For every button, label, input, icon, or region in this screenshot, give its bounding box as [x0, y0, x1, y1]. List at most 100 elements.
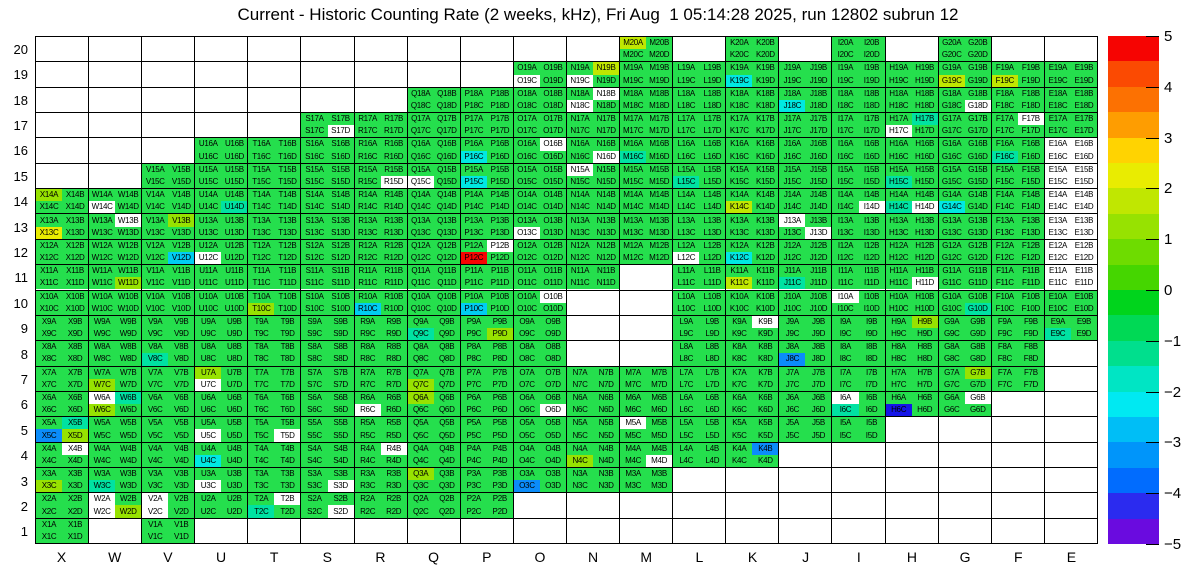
channel-label-N17B: N17B	[596, 114, 616, 124]
channel-label-J10D: J10D	[809, 303, 828, 313]
cell-label-line: I6C I6D	[832, 404, 884, 416]
cell-label-line: S15A S15B	[301, 164, 353, 176]
cell-label-line: J12A J12B	[779, 240, 831, 252]
channel-label-U3D: U3D	[226, 481, 242, 491]
cell-N20	[566, 37, 620, 62]
channel-label-H10D: H10D	[915, 303, 935, 313]
channel-label-U6A: U6A	[200, 392, 216, 402]
channel-label-J17D: J17D	[809, 126, 828, 136]
channel-label-P14A: P14A	[464, 190, 484, 200]
channel-label-T5D: T5D	[280, 430, 295, 440]
quadrant-N17C	[566, 125, 594, 138]
cell-label-line: Q12A Q12B	[408, 240, 460, 252]
cell-label-line: G20A G20B	[939, 37, 991, 49]
colorbar-tickmark-0	[1146, 290, 1159, 291]
channel-label-N11B: N11B	[596, 266, 616, 276]
channel-label-Q16C: Q16C	[410, 151, 431, 161]
cell-T18	[248, 87, 301, 113]
cell-label-line: S12A S12B	[301, 240, 353, 252]
cell-label-line: L8C L8D	[673, 353, 725, 365]
cell-label-line: T5A T5B	[248, 417, 300, 429]
cell-E6	[1044, 391, 1097, 417]
channel-label-M20B: M20B	[649, 38, 670, 48]
quadrant-S16B	[327, 138, 354, 151]
quadrant-R15A	[354, 163, 381, 176]
quadrant-M19C	[620, 74, 647, 87]
channel-label-L5D: L5D	[705, 430, 720, 440]
channel-label-I13C: I13C	[837, 227, 854, 237]
cell-label-line: H16A H16B	[886, 138, 938, 150]
channel-label-J12C: J12C	[783, 253, 802, 263]
channel-label-L9C: L9C	[679, 329, 694, 339]
channel-label-V10D: V10D	[171, 303, 191, 313]
quadrant-N18B	[593, 87, 620, 100]
cell-label-line: S4A S4B	[301, 443, 353, 455]
quadrant-J16C	[779, 150, 806, 163]
channel-label-X10D: X10D	[65, 303, 85, 313]
channel-label-T6C: T6C	[254, 405, 269, 415]
channel-label-L11A: L11A	[677, 266, 695, 276]
quadrant-E19A	[1044, 62, 1071, 75]
quadrant-F14C	[991, 201, 1018, 214]
channel-label-E10C: E10C	[1048, 303, 1068, 313]
cell-N10	[566, 290, 620, 315]
cell-label-line: H11A H11B	[886, 265, 938, 277]
channel-label-R9D: R9D	[386, 329, 402, 339]
quadrant-H19A	[885, 62, 912, 75]
quadrant-M15A	[620, 163, 647, 176]
channel-label-E14B: E14B	[1074, 190, 1094, 200]
quadrant-G15B	[964, 163, 991, 176]
channel-label-X7D: X7D	[67, 379, 83, 389]
channel-label-I19C: I19C	[837, 75, 854, 85]
channel-label-S16C: S16C	[305, 151, 324, 161]
channel-label-M12A: M12A	[623, 240, 643, 250]
cell-F4	[991, 442, 1044, 467]
quadrant-V15D	[168, 175, 195, 189]
channel-label-G7A: G7A	[944, 367, 960, 377]
channel-label-K13C: K13C	[729, 227, 749, 237]
cell-G20: G20A G20B G20C G20D	[938, 37, 991, 62]
channel-label-K8B: K8B	[758, 342, 773, 352]
quadrant-G14D	[964, 201, 991, 214]
channel-label-P7A: P7A	[466, 367, 482, 377]
quadrant-N19B	[593, 62, 620, 75]
cell-X3: X3A X3B X3C X3D	[36, 467, 89, 493]
cell-label-line: K12C K12D	[726, 252, 778, 264]
channel-label-R15C: R15C	[357, 177, 378, 186]
cell-O14: O14A O14B O14C O14D	[513, 189, 566, 214]
quadrant-F17A	[991, 113, 1018, 126]
channel-label-R2D: R2D	[386, 506, 402, 516]
channel-label-O8C: O8C	[519, 354, 535, 364]
quadrant-H18D	[911, 99, 938, 113]
cell-label-line: V8C V8D	[142, 353, 194, 365]
quadrant-V15C	[142, 175, 169, 189]
cell-label-line: H14A H14B	[886, 189, 938, 201]
channel-label-T2C: T2C	[254, 506, 269, 516]
channel-label-G15C: G15C	[941, 177, 962, 186]
quadrant-Q18C	[407, 99, 434, 113]
cell-label-line: X12A X12B	[36, 240, 88, 252]
channel-label-O6B: O6B	[545, 392, 561, 402]
cell-label-line: X3A X3B	[36, 468, 88, 480]
quadrant-K19A	[726, 62, 753, 75]
channel-label-U8B: U8B	[227, 342, 242, 352]
cell-V2: V2A V2B V2C V2D	[142, 493, 195, 518]
channel-label-R11A: R11A	[358, 266, 378, 276]
cell-P2: P2A P2B P2C P2D	[460, 493, 513, 518]
channel-label-F10A: F10A	[995, 291, 1014, 301]
channel-label-R13C: R13C	[357, 227, 378, 237]
cell-T10: T10A T10B T10C T10D	[248, 290, 301, 315]
channel-label-P3A: P3A	[466, 469, 482, 479]
x-tick-J: J	[802, 549, 810, 565]
channel-label-R12B: R12B	[384, 240, 404, 250]
channel-label-U5A: U5A	[200, 418, 216, 428]
channel-label-J13A: J13A	[783, 215, 801, 225]
channel-label-S5A: S5A	[307, 418, 322, 428]
channel-label-R3C: R3C	[360, 481, 376, 491]
channel-label-M12D: M12D	[649, 253, 670, 263]
channel-label-T7D: T7D	[280, 379, 295, 389]
cell-label-line: L6C L6D	[673, 404, 725, 416]
channel-label-X10A: X10A	[39, 291, 59, 301]
channel-label-E10D: E10D	[1074, 303, 1094, 313]
cell-H3	[885, 467, 938, 493]
